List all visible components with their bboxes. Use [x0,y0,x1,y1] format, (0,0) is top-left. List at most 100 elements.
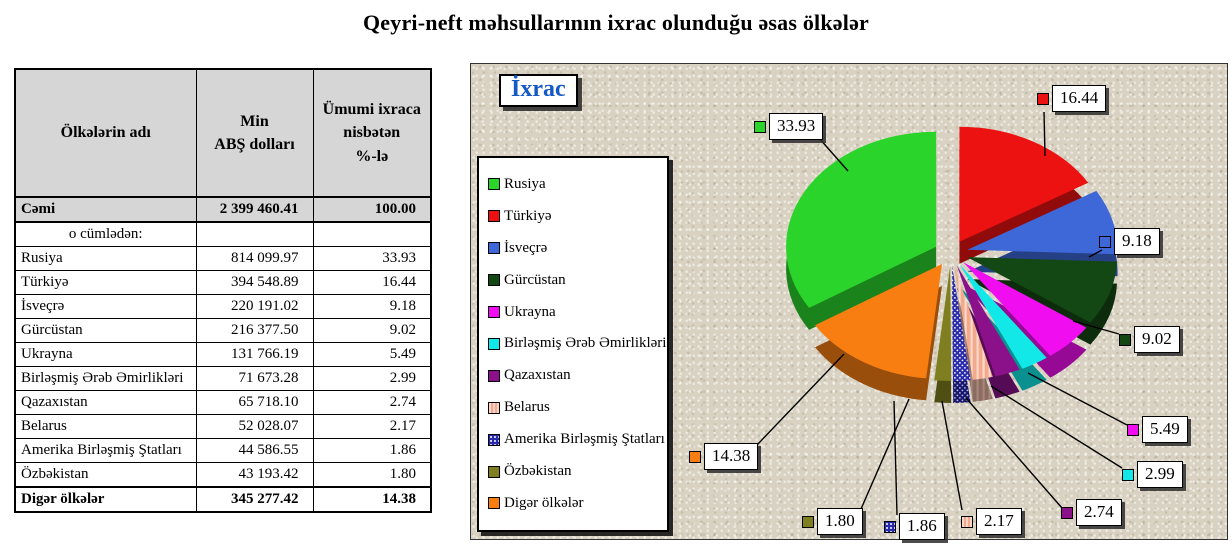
percent-cell: 16.44 [312,270,432,295]
legend-item-label: Gürcüstan [504,271,566,288]
amount-cell: 2 399 460.41 [195,196,314,223]
percent-cell: 33.93 [312,246,432,271]
table-row: o cümlədən: [14,221,432,247]
legend-item: Gürcüstan [488,271,667,288]
chart-legend: Rusiya Türkiyə İsveçrə Gürcüstan Ukrayna Birl… [477,156,669,532]
leader-line [1088,249,1103,258]
percent-cell: 100.00 [312,196,432,223]
legend-item-label: Özbəkistan [504,463,572,480]
table-row: Amerika Birləşmiş Ştatları 44 586.55 1.86 [14,438,432,463]
callout-color-key-icon [1127,423,1139,436]
country-cell: Digər ölkələr [14,486,197,513]
leader-line [941,400,963,511]
leader-line [818,137,849,172]
amount-cell: 131 766.19 [195,342,314,367]
pie-slice [956,265,1020,377]
callout-color-key-icon [754,120,766,133]
callout-color-key-icon [1122,468,1134,481]
legend-item: Ukrayna [488,303,667,320]
legend-item: Birləşmiş Ərəb Əmirlikləri [488,336,667,351]
legend-item-label: Birləşmiş Ərəb Əmirlikləri [504,335,667,352]
data-label-callout: 9.02 [1119,326,1180,353]
leader-line [1027,372,1128,426]
percent-cell: 2.74 [312,390,432,415]
col-header-percent: Ümumi ixraca nisbətən %-lə [312,68,432,198]
pie-slice [959,126,1089,242]
country-cell: Ukrayna [14,342,197,367]
data-label-value: 2.74 [1076,499,1122,526]
country-cell: Özbəkistan [14,462,197,488]
pie-slice [963,262,1087,356]
legend-item-label: Amerika Birləşmiş Ştatları [504,431,665,448]
data-label-callout: 5.49 [1127,416,1188,443]
legend-item-label: İsveçrə [504,239,548,256]
country-cell: Birləşmiş Ərəb Əmirlikləri [14,366,197,391]
amount-cell: 43 193.42 [195,462,314,488]
data-label-value: 2.17 [976,508,1022,535]
pie-chart [756,111,1128,516]
data-label-value: 1.80 [817,508,863,535]
legend-item-label: Türkiyə [504,207,552,224]
legend-color-key-icon [488,337,500,350]
data-label-value: 2.99 [1137,461,1183,488]
callout-color-key-icon [1037,92,1049,105]
data-label-value: 9.02 [1134,326,1180,353]
percent-cell: 2.99 [312,366,432,391]
leader-line [893,400,898,516]
country-cell: Amerika Birləşmiş Ştatları [14,438,197,463]
table-row: Özbəkistan 43 193.42 1.80 [14,462,432,488]
data-label-callout: 16.44 [1037,85,1107,112]
amount-cell: 345 277.42 [195,486,314,513]
country-cell: Belarus [14,414,197,439]
legend-item-label: Ukrayna [504,303,556,320]
data-label-callout: 2.17 [961,508,1022,535]
data-label-value: 33.93 [769,113,824,140]
legend-color-key-icon [488,465,500,478]
amount-cell: 216 377.50 [195,318,314,343]
amount-cell: 44 586.55 [195,438,314,463]
amount-cell: 65 718.10 [195,390,314,415]
pie-slice [967,257,1117,323]
percent-cell: 5.49 [312,342,432,367]
pie-slice [934,266,952,382]
callout-color-key-icon [1119,333,1131,346]
legend-color-key-icon [488,242,500,255]
amount-cell: 52 028.07 [195,414,314,439]
country-cell: o cümlədən: [14,221,197,247]
legend-item: Qazaxıstan [488,368,667,383]
export-table: Ölkələrin adı Min ABŞ dolları Ümumi ixra… [14,68,432,513]
legend-item: Digər ölkələr [488,495,667,511]
chart-floating-title: İxrac [499,74,578,107]
data-label-callout: 1.86 [884,513,945,540]
legend-item: Belarus [488,400,667,415]
percent-cell: 14.38 [312,486,432,513]
legend-color-key-icon [488,369,500,382]
page-title: Qeyri-neft məhsullarının ixrac olunduğu … [362,10,869,35]
callout-color-key-icon [1099,235,1111,248]
data-label-callout: 1.80 [802,508,863,535]
pie-slice [954,265,993,380]
table-row: Rusiya 814 099.97 33.93 [14,246,432,271]
leader-line [1072,320,1120,335]
table-row: Birləşmiş Ərəb Əmirlikləri 71 673.28 2.99 [14,366,432,391]
data-label-callout: 9.18 [1099,228,1160,255]
amount-cell [195,221,314,247]
legend-color-key-icon [488,497,500,510]
legend-item: Rusiya [488,176,667,192]
legend-item: Amerika Birləşmiş Ştatları [488,432,667,447]
amount-cell: 814 099.97 [195,246,314,271]
leader-line [1043,111,1046,157]
pie-slice [786,131,937,308]
legend-color-key-icon [488,274,500,287]
data-label-value: 16.44 [1052,85,1107,112]
legend-item-label: Qazaxıstan [504,367,571,384]
data-label-callout: 2.99 [1122,461,1183,488]
data-label-callout: 14.38 [689,443,759,470]
col-header-amount: Min ABŞ dolları [195,68,314,198]
amount-cell: 220 191.02 [195,294,314,319]
percent-cell: 2.17 [312,414,432,439]
legend-item: Türkiyə [488,207,667,224]
legend-color-key-icon [488,178,500,191]
country-cell: Rusiya [14,246,197,271]
